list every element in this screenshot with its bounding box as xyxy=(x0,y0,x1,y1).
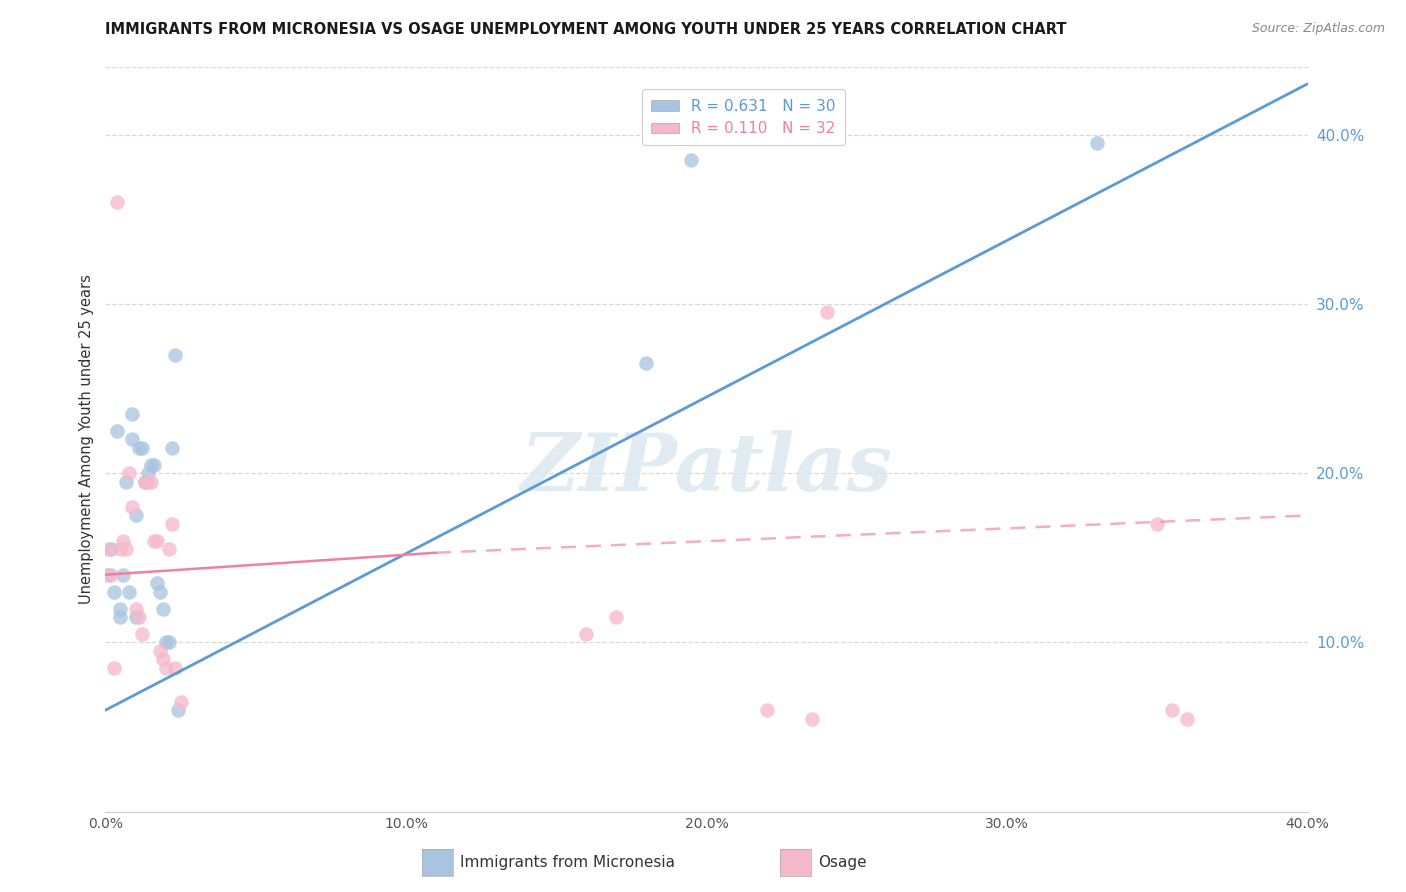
Point xyxy=(800,712,823,726)
Text: Osage: Osage xyxy=(818,855,868,870)
Point xyxy=(112,533,135,548)
Point xyxy=(118,466,141,480)
Point xyxy=(118,584,141,599)
Point xyxy=(139,475,162,489)
Point xyxy=(110,542,132,557)
Point xyxy=(1085,136,1108,150)
Point xyxy=(148,644,170,658)
Point xyxy=(103,661,125,675)
Point xyxy=(145,533,167,548)
Point xyxy=(121,407,143,421)
Point xyxy=(142,458,165,472)
Text: IMMIGRANTS FROM MICRONESIA VS OSAGE UNEMPLOYMENT AMONG YOUTH UNDER 25 YEARS CORR: IMMIGRANTS FROM MICRONESIA VS OSAGE UNEM… xyxy=(105,22,1067,37)
Legend:  R = 0.631   N = 30,  R = 0.110   N = 32: R = 0.631 N = 30, R = 0.110 N = 32 xyxy=(643,89,845,145)
Point xyxy=(157,635,180,649)
Point xyxy=(128,610,150,624)
Point xyxy=(145,576,167,591)
Point xyxy=(115,475,138,489)
Point xyxy=(160,516,183,531)
Point xyxy=(134,475,156,489)
Point xyxy=(100,542,122,557)
Y-axis label: Unemployment Among Youth under 25 years: Unemployment Among Youth under 25 years xyxy=(79,275,94,604)
Point xyxy=(124,508,146,523)
Point xyxy=(155,635,177,649)
Point xyxy=(815,305,838,319)
Point xyxy=(110,601,132,615)
Point xyxy=(131,627,153,641)
Point xyxy=(136,475,159,489)
Point xyxy=(100,567,122,582)
Point xyxy=(124,610,146,624)
Point xyxy=(131,441,153,455)
Point xyxy=(1146,516,1168,531)
Point xyxy=(128,441,150,455)
Point xyxy=(124,601,146,615)
Point xyxy=(169,695,191,709)
Point xyxy=(166,703,188,717)
Text: Immigrants from Micronesia: Immigrants from Micronesia xyxy=(460,855,675,870)
Point xyxy=(97,542,120,557)
Point xyxy=(575,627,598,641)
Point xyxy=(755,703,778,717)
Point xyxy=(1175,712,1198,726)
Point xyxy=(112,567,135,582)
Text: Source: ZipAtlas.com: Source: ZipAtlas.com xyxy=(1251,22,1385,36)
Point xyxy=(163,348,186,362)
Point xyxy=(103,584,125,599)
Point xyxy=(155,661,177,675)
Point xyxy=(1161,703,1184,717)
Point xyxy=(160,441,183,455)
Point xyxy=(115,542,138,557)
Point xyxy=(152,601,174,615)
Point xyxy=(136,466,159,480)
Point xyxy=(134,475,156,489)
Point xyxy=(121,500,143,514)
Point xyxy=(636,356,658,370)
Point xyxy=(107,424,129,438)
Point xyxy=(139,458,162,472)
Point xyxy=(681,153,703,167)
Point xyxy=(605,610,627,624)
Point xyxy=(107,195,129,210)
Point xyxy=(152,652,174,666)
Point xyxy=(142,533,165,548)
Point xyxy=(97,567,120,582)
Point xyxy=(157,542,180,557)
Point xyxy=(121,432,143,446)
Point xyxy=(148,584,170,599)
Text: ZIPatlas: ZIPatlas xyxy=(520,430,893,508)
Point xyxy=(110,610,132,624)
Point xyxy=(163,661,186,675)
